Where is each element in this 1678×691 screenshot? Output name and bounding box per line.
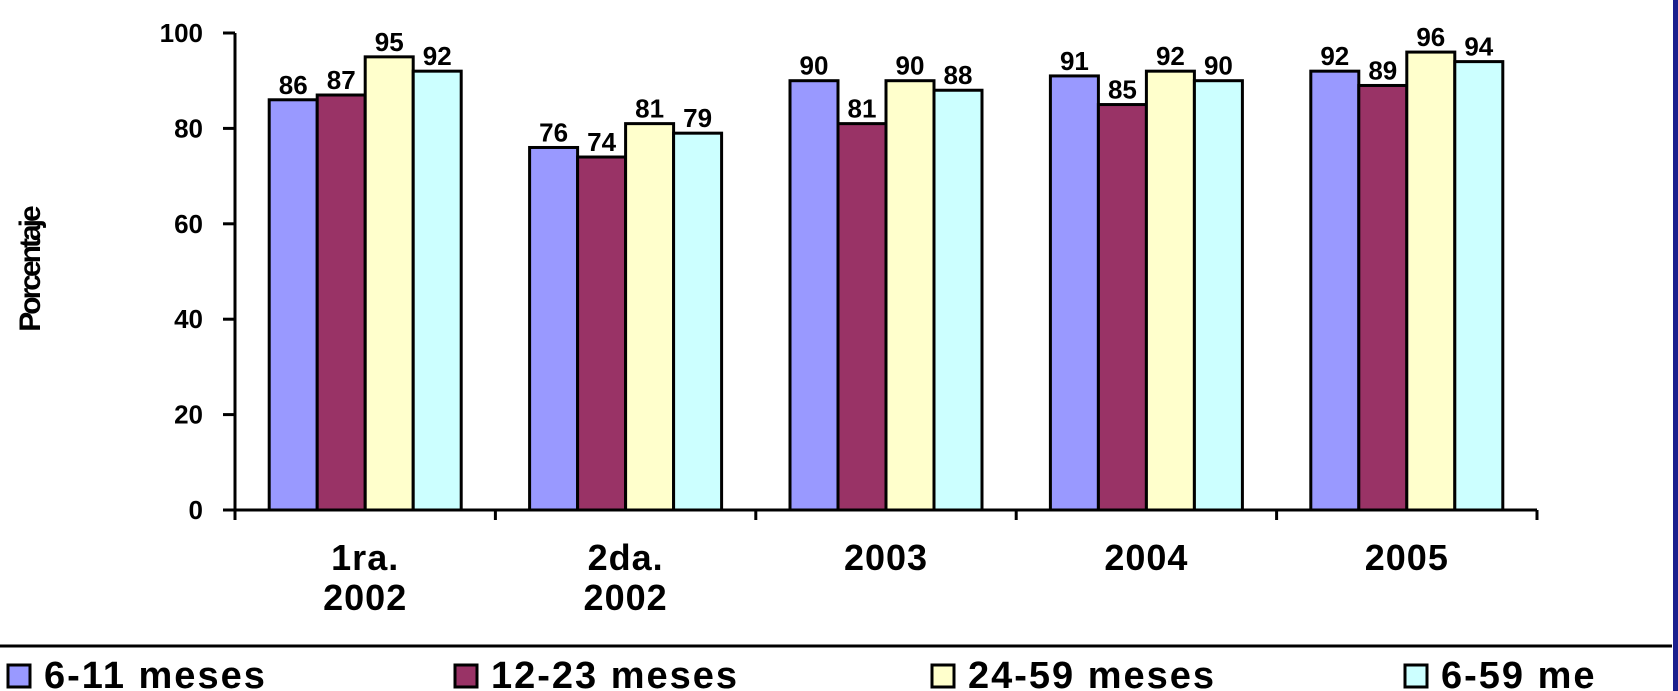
bar <box>315 93 367 512</box>
bar <box>1453 60 1505 512</box>
data-label: 90 <box>800 51 829 81</box>
bar <box>1357 83 1409 512</box>
data-label: 91 <box>1060 46 1089 76</box>
x-tick-label: 2002 <box>323 577 407 618</box>
slide-border <box>1673 0 1678 691</box>
data-label: 92 <box>423 41 452 71</box>
x-tick-label: 2002 <box>584 577 668 618</box>
legend-swatch <box>1403 663 1429 689</box>
y-tick-label: 40 <box>174 304 203 334</box>
data-label: 81 <box>635 94 664 124</box>
data-label: 87 <box>327 65 356 95</box>
bar <box>1096 103 1148 512</box>
y-tick-label: 80 <box>174 113 203 143</box>
bar <box>267 98 319 512</box>
bar <box>624 122 676 512</box>
bar <box>528 145 580 512</box>
data-label: 90 <box>1204 51 1233 81</box>
data-label: 90 <box>896 51 925 81</box>
bar <box>1048 74 1100 512</box>
legend-swatch <box>6 663 32 689</box>
bar <box>411 69 463 512</box>
legend-swatch <box>453 663 479 689</box>
legend-label: 24-59 meses <box>968 655 1216 691</box>
legend-label: 12-23 meses <box>491 655 739 691</box>
legend-label: 6-11 meses <box>44 655 267 691</box>
bar <box>363 55 415 512</box>
data-label: 92 <box>1156 41 1185 71</box>
data-label: 92 <box>1320 41 1349 71</box>
bar <box>836 122 888 512</box>
bar <box>1144 69 1196 512</box>
y-axis-title: Porcentaje <box>14 206 47 332</box>
data-label: 85 <box>1108 75 1137 105</box>
y-tick-label: 20 <box>174 400 203 430</box>
bar <box>1192 79 1244 512</box>
x-tick-label: 2da. <box>588 537 664 578</box>
y-tick-label: 100 <box>160 18 203 48</box>
data-label: 95 <box>375 27 404 57</box>
bar <box>884 79 936 512</box>
data-label: 86 <box>279 70 308 100</box>
data-label: 96 <box>1416 22 1445 52</box>
data-label: 74 <box>587 127 616 157</box>
x-tick-label: 2004 <box>1104 537 1188 578</box>
data-label: 79 <box>683 103 712 133</box>
legend-swatch <box>930 663 956 689</box>
data-label: 89 <box>1368 55 1397 85</box>
x-tick-label: 1ra. <box>331 537 399 578</box>
data-label: 76 <box>539 117 568 147</box>
data-label: 81 <box>848 94 877 124</box>
x-tick-label: 2005 <box>1365 537 1449 578</box>
legend-label: 6-59 me <box>1441 655 1597 691</box>
bar <box>1405 50 1457 512</box>
bar <box>672 131 724 512</box>
bar <box>932 88 984 512</box>
bar <box>788 79 840 512</box>
x-tick-label: 2003 <box>844 537 928 578</box>
bar <box>1309 69 1361 512</box>
bar <box>576 155 628 512</box>
y-tick-label: 0 <box>189 495 203 525</box>
data-label: 88 <box>944 60 973 90</box>
y-tick-label: 60 <box>174 209 203 239</box>
data-label: 94 <box>1464 32 1493 62</box>
